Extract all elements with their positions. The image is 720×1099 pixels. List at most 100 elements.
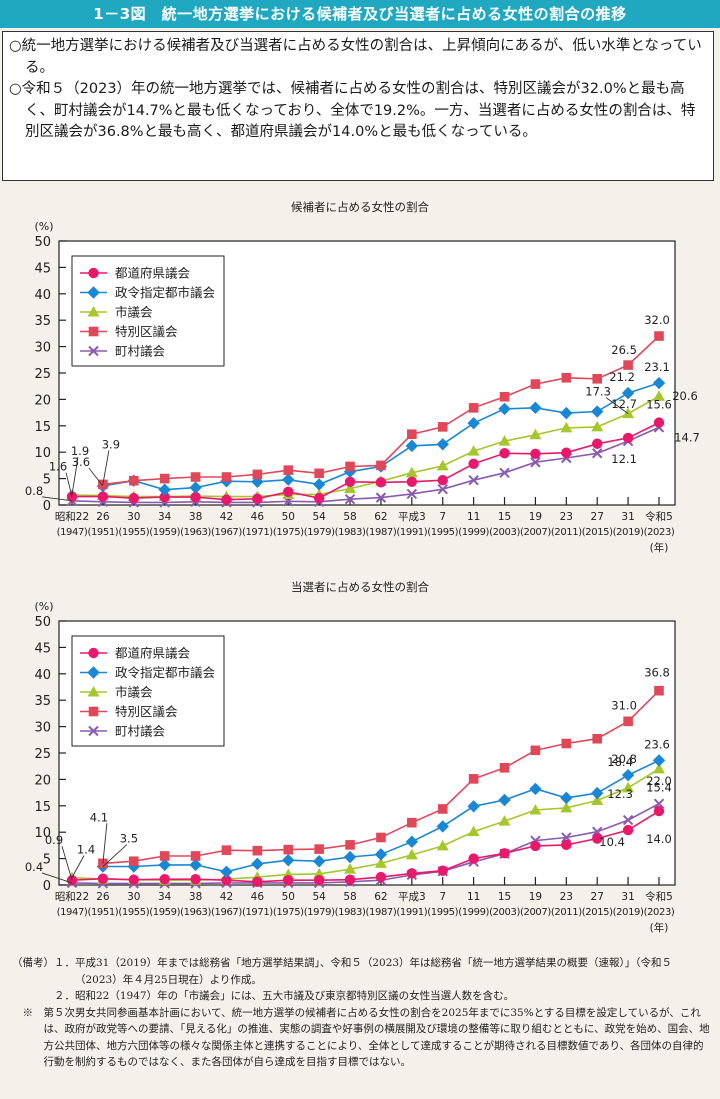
- x-tick-sublabel: (1975): [273, 907, 304, 918]
- y-tick-label: 20: [34, 393, 51, 408]
- data-point-town_village: [375, 492, 387, 503]
- y-axis-label: (%): [34, 220, 53, 233]
- data-point-designated_city: [560, 406, 573, 420]
- data-point-special_ward: [499, 762, 510, 773]
- x-tick-label: 11: [467, 891, 480, 903]
- data-point-city: [498, 435, 511, 446]
- y-tick-label: 50: [34, 615, 51, 630]
- x-tick-label: 30: [127, 511, 140, 523]
- annotation-leader: [71, 855, 85, 878]
- legend-marker-special_ward: [88, 706, 99, 717]
- data-label: 1.9: [71, 444, 89, 458]
- x-tick-sublabel: (2007): [520, 907, 551, 918]
- annotation-leader: [71, 456, 79, 496]
- y-tick-label: 45: [34, 261, 51, 276]
- data-point-designated_city: [560, 791, 573, 805]
- data-label: 0.8: [25, 484, 43, 498]
- x-tick-label: 26: [96, 511, 110, 523]
- data-point-city: [529, 804, 542, 815]
- x-tick-label: 15: [498, 511, 511, 523]
- x-tick-label: 38: [189, 511, 202, 523]
- data-point-city: [405, 466, 418, 478]
- x-tick-sublabel: (2011): [551, 907, 582, 918]
- data-point-city: [529, 428, 542, 440]
- x-tick-label: 昭和22: [55, 891, 89, 903]
- legend-marker-city: [87, 686, 100, 697]
- data-point-designated_city: [312, 478, 326, 491]
- x-tick-sublabel: (1999): [458, 907, 489, 918]
- annotation-leader: [65, 472, 73, 497]
- x-tick-sublabel: (1987): [366, 527, 397, 538]
- y-tick-label: 40: [34, 668, 51, 683]
- data-point-prefectural: [375, 477, 387, 488]
- data-point-prefectural: [592, 833, 603, 844]
- x-tick-sublabel: (1971): [242, 907, 273, 918]
- legend-label-town_village: 町村議会: [115, 344, 166, 359]
- y-axis-label: (%): [34, 600, 53, 613]
- charts-panel: 候補者に占める女性の割合 (%) 0 5 10 15 20 25 30 35 40 45 50 昭和22(…: [0, 184, 720, 934]
- data-point-town_village: [344, 493, 356, 505]
- legend-marker-town_village: [88, 725, 99, 737]
- note-2-lead: ２．: [12, 990, 75, 1002]
- x-tick-sublabel: (1951): [87, 527, 118, 538]
- annotation-leader: [605, 397, 629, 415]
- data-point-city: [467, 445, 480, 456]
- data-point-city: [344, 863, 357, 874]
- data-label: 12.3: [607, 787, 633, 801]
- x-tick-label: 23: [560, 891, 573, 903]
- data-point-prefectural: [190, 491, 201, 503]
- data-point-city: [560, 421, 573, 433]
- x-tick-label: 42: [220, 511, 233, 523]
- data-point-designated_city: [621, 386, 635, 400]
- legend-label-town_village: 町村議会: [115, 724, 166, 739]
- data-point-prefectural: [561, 447, 572, 458]
- data-point-designated_city: [498, 402, 511, 416]
- data-point-designated_city: [374, 848, 388, 861]
- data-point-prefectural: [190, 873, 201, 885]
- legend-marker-prefectural: [88, 267, 99, 279]
- elected-chart: 当選者に占める女性の割合 (%) 0 5 10 15 20 25 30 35 40 45 50 昭和22 (…: [25, 580, 676, 934]
- data-label: 20.8: [611, 752, 637, 766]
- x-tick-label: 27: [591, 511, 604, 523]
- data-point-prefectural: [97, 491, 109, 502]
- data-point-designated_city: [591, 786, 604, 800]
- data-point-prefectural: [437, 474, 448, 486]
- data-point-city: [653, 762, 665, 774]
- data-point-city: [436, 839, 449, 851]
- data-point-special_ward: [654, 331, 664, 341]
- data-point-prefectural: [313, 492, 325, 504]
- x-tick-sublabel: (1955): [118, 527, 149, 538]
- x-tick-label: 昭和22: [55, 511, 89, 523]
- data-point-special_ward: [407, 429, 417, 440]
- data-point-town_village: [468, 474, 479, 486]
- y-tick-label: 5: [43, 853, 51, 868]
- legend-label-prefectural: 都道府県議会: [115, 266, 191, 281]
- data-point-city: [374, 857, 387, 868]
- data-point-special_ward: [437, 804, 448, 814]
- data-point-city: [622, 781, 635, 793]
- data-label: 20.6: [672, 389, 698, 403]
- data-label: 31.0: [611, 698, 637, 712]
- annotation-leader: [41, 872, 73, 884]
- data-point-special_ward: [283, 465, 294, 475]
- data-point-special_ward: [314, 468, 324, 479]
- data-point-designated_city: [158, 483, 171, 496]
- x-tick-sublabel: (2015): [582, 527, 613, 538]
- legend-marker-designated_city: [87, 286, 100, 299]
- x-tick-sublabel: (2023): [644, 907, 675, 918]
- x-tick-label: 62: [374, 891, 387, 903]
- x-tick-label: 58: [343, 891, 356, 903]
- x-tick-label: 62: [374, 511, 387, 523]
- x-tick-label: 26: [96, 891, 110, 903]
- x-tick-sublabel: (2019): [613, 907, 644, 918]
- y-tick-label: 35: [34, 694, 51, 709]
- x-tick-label: 15: [498, 891, 511, 903]
- x-tick-sublabel: (1951): [87, 907, 118, 918]
- x-tick-label: 27: [591, 891, 604, 903]
- data-point-special_ward: [561, 372, 572, 383]
- data-point-prefectural: [530, 840, 541, 852]
- series-prefectural: [66, 805, 665, 888]
- data-point-prefectural: [159, 873, 170, 885]
- x-tick-label: 54: [312, 891, 326, 903]
